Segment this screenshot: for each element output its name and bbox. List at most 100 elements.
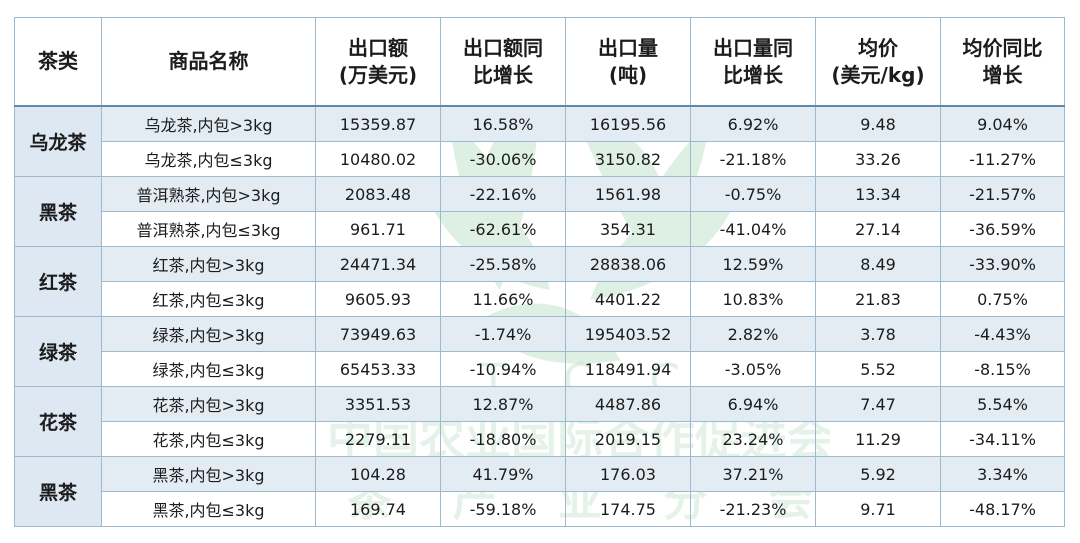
header-export-value-yoy: 出口额同 比增长 [440,17,566,107]
header-export-volume: 出口量 (吨) [565,17,691,107]
avg-price-yoy-cell: 3.34% [940,456,1065,492]
product-name-cell: 红茶,内包>3kg [101,246,316,282]
avg-price-cell: 9.71 [815,491,941,527]
avg-price-yoy-cell: -34.11% [940,421,1065,457]
avg-price-cell: 33.26 [815,141,941,177]
table-row: 红茶,内包≤3kg 9605.93 11.66% 4401.22 10.83% 21.83… [15,281,1065,317]
export-value-yoy-cell: -10.94% [440,351,566,387]
export-value-cell: 10480.02 [315,141,441,177]
product-name-cell: 黑茶,内包>3kg [101,456,316,492]
avg-price-cell: 7.47 [815,386,941,422]
export-volume-cell: 2019.15 [565,421,691,457]
export-volume-cell: 195403.52 [565,316,691,352]
export-volume-yoy-cell: 37.21% [690,456,816,492]
avg-price-cell: 8.49 [815,246,941,282]
export-value-yoy-cell: 16.58% [440,105,566,142]
export-value-cell: 2083.48 [315,176,441,212]
export-volume-cell: 176.03 [565,456,691,492]
export-value-yoy-cell: -62.61% [440,211,566,247]
export-volume-cell: 4401.22 [565,281,691,317]
table-body: 乌龙茶 乌龙茶,内包>3kg 15359.87 16.58% 16195.56 6.92%… [14,105,1065,527]
product-name-cell: 绿茶,内包>3kg [101,316,316,352]
avg-price-yoy-cell: 9.04% [940,105,1065,142]
export-value-yoy-cell: 41.79% [440,456,566,492]
export-volume-yoy-cell: -0.75% [690,176,816,212]
product-name-cell: 乌龙茶,内包≤3kg [101,141,316,177]
table-row: 黑茶 普洱熟茶,内包>3kg 2083.48 -22.16% 1561.98 -0.75%… [14,176,1065,247]
export-volume-yoy-cell: 2.82% [690,316,816,352]
table-row: 乌龙茶,内包≤3kg 10480.02 -30.06% 3150.82 -21.18% 3… [15,141,1065,177]
export-volume-yoy-cell: 10.83% [690,281,816,317]
avg-price-yoy-cell: 0.75% [940,281,1065,317]
export-volume-yoy-cell: -21.18% [690,141,816,177]
table-header-row: 茶类 商品名称 出口额 (万美元) 出口额同 比增长 出口量 (吨) 出口量同 比增长 … [14,17,1065,107]
export-value-yoy-cell: -1.74% [440,316,566,352]
export-value-cell: 2279.11 [315,421,441,457]
export-value-yoy-cell: -18.80% [440,421,566,457]
header-export-volume-yoy: 出口量同 比增长 [690,17,816,107]
export-volume-yoy-cell: -21.23% [690,491,816,527]
table-row: 普洱熟茶,内包≤3kg 961.71 -62.61% 354.31 -41.04% 27.… [15,211,1065,247]
export-volume-yoy-cell: 23.24% [690,421,816,457]
product-name-cell: 普洱熟茶,内包>3kg [101,176,316,212]
category-cell: 红茶 [14,246,102,317]
export-volume-cell: 28838.06 [565,246,691,282]
export-volume-cell: 174.75 [565,491,691,527]
avg-price-cell: 9.48 [815,105,941,142]
table-row: 乌龙茶 乌龙茶,内包>3kg 15359.87 16.58% 16195.56 6.92%… [14,105,1065,177]
export-volume-cell: 118491.94 [565,351,691,387]
export-value-cell: 73949.63 [315,316,441,352]
export-volume-cell: 3150.82 [565,141,691,177]
export-value-yoy-cell: -22.16% [440,176,566,212]
header-product-name: 商品名称 [101,17,316,107]
export-value-cell: 169.74 [315,491,441,527]
table-row: 红茶 红茶,内包>3kg 24471.34 -25.58% 28838.06 12.59%… [14,246,1065,317]
avg-price-cell: 13.34 [815,176,941,212]
avg-price-cell: 5.52 [815,351,941,387]
table-row: 花茶 花茶,内包>3kg 3351.53 12.87% 4487.86 6.94% 7.47… [14,386,1065,457]
table-row: 黑茶 黑茶,内包>3kg 104.28 41.79% 176.03 37.21% 5.92 3… [14,456,1065,527]
header-tea-type: 茶类 [14,17,102,107]
table-row: 绿茶,内包≤3kg 65453.33 -10.94% 118491.94 -3.05% 5… [15,351,1065,387]
product-name-cell: 红茶,内包≤3kg [101,281,316,317]
header-avg-price: 均价 (美元/kg) [815,17,941,107]
category-cell: 黑茶 [14,176,102,247]
export-volume-cell: 1561.98 [565,176,691,212]
product-name-cell: 花茶,内包>3kg [101,386,316,422]
category-cell: 花茶 [14,386,102,457]
export-value-cell: 24471.34 [315,246,441,282]
export-volume-yoy-cell: 12.59% [690,246,816,282]
avg-price-yoy-cell: -11.27% [940,141,1065,177]
export-volume-cell: 16195.56 [565,105,691,142]
avg-price-yoy-cell: -33.90% [940,246,1065,282]
product-name-cell: 绿茶,内包≤3kg [101,351,316,387]
category-cell: 乌龙茶 [14,105,102,177]
avg-price-yoy-cell: -4.43% [940,316,1065,352]
product-name-cell: 黑茶,内包≤3kg [101,491,316,527]
export-value-cell: 65453.33 [315,351,441,387]
tea-export-table: 茶类 商品名称 出口额 (万美元) 出口额同 比增长 出口量 (吨) 出口量同 比增长 … [14,17,1065,527]
export-value-cell: 9605.93 [315,281,441,317]
export-value-yoy-cell: -30.06% [440,141,566,177]
export-volume-yoy-cell: -3.05% [690,351,816,387]
export-value-cell: 104.28 [315,456,441,492]
avg-price-cell: 21.83 [815,281,941,317]
header-avg-price-yoy: 均价同比 增长 [940,17,1065,107]
export-value-yoy-cell: -25.58% [440,246,566,282]
avg-price-cell: 5.92 [815,456,941,492]
header-export-value: 出口额 (万美元) [315,17,441,107]
avg-price-yoy-cell: -36.59% [940,211,1065,247]
export-volume-cell: 354.31 [565,211,691,247]
export-value-cell: 3351.53 [315,386,441,422]
export-value-cell: 961.71 [315,211,441,247]
export-value-yoy-cell: 11.66% [440,281,566,317]
avg-price-yoy-cell: 5.54% [940,386,1065,422]
export-volume-yoy-cell: -41.04% [690,211,816,247]
category-cell: 黑茶 [14,456,102,527]
table-row: 绿茶 绿茶,内包>3kg 73949.63 -1.74% 195403.52 2.82% 3… [14,316,1065,387]
export-value-cell: 15359.87 [315,105,441,142]
table-row: 黑茶,内包≤3kg 169.74 -59.18% 174.75 -21.23% 9.71-… [15,491,1065,527]
table-row: 花茶,内包≤3kg 2279.11 -18.80% 2019.15 23.24% 11.2… [15,421,1065,457]
export-volume-cell: 4487.86 [565,386,691,422]
